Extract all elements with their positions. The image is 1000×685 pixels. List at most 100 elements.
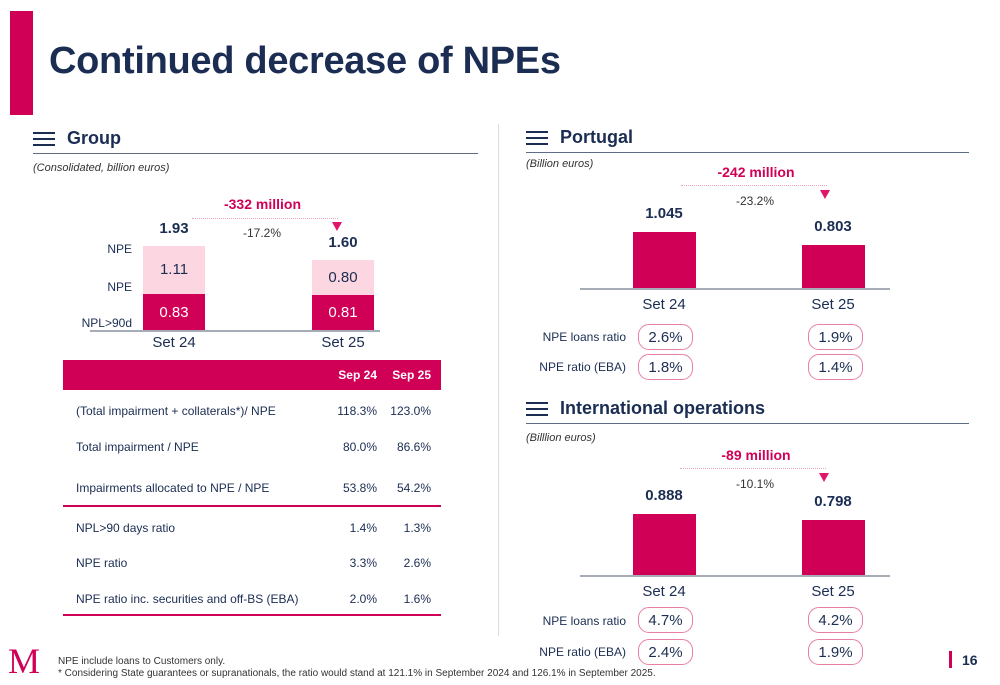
table-cell: 1.6%: [403, 592, 431, 606]
portugal-ratio-label-loans: NPE loans ratio: [542, 330, 626, 344]
table-cell: 2.0%: [349, 592, 377, 606]
group-section-header: Group: [33, 128, 478, 154]
down-arrow-icon: [819, 473, 829, 482]
table-cell: 123.0%: [390, 404, 431, 418]
bar-total-label: 1.60: [328, 234, 358, 252]
bar-value-label: 0.798: [814, 493, 852, 511]
bar-segment-npe: 1.11: [143, 245, 205, 294]
table-row-label: Total impairment / NPE: [76, 440, 199, 454]
group-row-label-npl90: NPL>90d: [81, 316, 132, 330]
table-cell: 80.0%: [342, 440, 377, 454]
international-bar-chart: 0.888 Set 24 0.798 Set 25: [580, 483, 970, 608]
international-ratio-label-loans: NPE loans ratio: [542, 614, 626, 628]
x-axis-line: [580, 288, 890, 290]
table-row: Impairments allocated to NPE / NPE 53.8%…: [63, 479, 441, 499]
international-unit-note: (Billlion euros): [526, 432, 596, 444]
ratio-pill: 4.7%: [638, 607, 693, 633]
bar-segment-npl-90d: 0.81: [312, 294, 374, 330]
table-cell: 2.6%: [403, 556, 431, 570]
ratio-pill: 1.9%: [808, 324, 863, 350]
portugal-delta-line: [681, 185, 827, 186]
group-delta-label: -332 million: [223, 196, 302, 212]
down-arrow-icon: [820, 190, 830, 199]
x-axis-line: [90, 330, 380, 332]
group-title: Group: [67, 128, 121, 148]
table-row: NPE ratio inc. securities and off-BS (EB…: [63, 590, 441, 610]
x-tick-label: Set 25: [321, 334, 365, 351]
table-row-label: Impairments allocated to NPE / NPE: [76, 481, 270, 495]
table-cell: 54.2%: [396, 481, 431, 495]
x-axis-line: [580, 575, 890, 577]
table-row: NPE ratio 3.3% 2.6%: [63, 554, 441, 574]
portugal-bar-chart: 1.045 Set 24 0.803 Set 25: [580, 200, 970, 325]
x-tick-label: Set 25: [811, 296, 855, 313]
table-row-label: NPL>90 days ratio: [76, 521, 176, 535]
bar-value-label: 0.888: [645, 487, 683, 504]
x-tick-label: Set 24: [152, 334, 196, 351]
bar: [632, 232, 696, 288]
ratio-pill: 1.8%: [638, 354, 693, 380]
bank-logo: M: [8, 641, 41, 681]
bar-total-label: 1.93: [159, 219, 189, 237]
bar-value-label: 1.045: [645, 205, 683, 222]
page-number: 16: [962, 652, 978, 668]
bar: [801, 520, 865, 575]
down-arrow-icon: [332, 222, 342, 231]
table-row: Total impairment / NPE 80.0% 86.6%: [63, 438, 441, 458]
portugal-unit-note: (Billion euros): [526, 158, 594, 170]
table-row: NPL>90 days ratio 1.4% 1.3%: [63, 519, 441, 539]
table-row: (Total impairment + collaterals*)/ NPE 1…: [63, 402, 441, 422]
portugal-delta-label: -242 million: [717, 164, 795, 180]
page-title: Continued decrease of NPEs: [49, 40, 561, 82]
group-delta-line: [192, 218, 338, 219]
menu-lines-icon: [526, 130, 548, 145]
international-section-header: International operations: [526, 398, 969, 424]
table-cell: 1.3%: [403, 521, 431, 535]
international-delta-pct: -10.1%: [735, 477, 775, 491]
portugal-section-header: Portugal: [526, 127, 969, 153]
group-unit-note: (Consolidated, billion euros): [33, 162, 170, 174]
table-header-sep25: Sep 25: [392, 368, 431, 382]
table-row-label: NPE ratio inc. securities and off-BS (EB…: [76, 592, 299, 606]
group-row-label-total: NPE: [107, 242, 132, 256]
ratio-pill: 2.4%: [638, 639, 693, 665]
table-cell: 53.8%: [342, 481, 377, 495]
group-row-label-npe: NPE: [107, 280, 132, 294]
menu-lines-icon: [33, 131, 55, 146]
x-tick-label: Set 24: [642, 296, 686, 313]
international-delta-label: -89 million: [721, 447, 791, 463]
page-number-accent: [949, 651, 952, 668]
table-cell: 118.3%: [337, 404, 377, 418]
bar: [801, 244, 865, 288]
portugal-title: Portugal: [560, 127, 634, 147]
international-title: International operations: [560, 398, 766, 418]
table-cell: 1.4%: [349, 521, 377, 535]
column-divider: [498, 124, 499, 636]
footnote-1: NPE include loans to Customers only.: [58, 656, 226, 667]
table-row-label: NPE ratio: [76, 556, 128, 570]
bar: [632, 514, 696, 575]
footnotes: NPE include loans to Customers only. * C…: [58, 656, 656, 680]
footnote-2: * Considering State guarantees or supran…: [58, 668, 656, 679]
bar-value-label: 0.803: [814, 217, 852, 235]
ratio-pill: 1.9%: [808, 639, 863, 665]
table-cell: 86.6%: [396, 440, 431, 454]
x-tick-label: Set 24: [642, 583, 686, 600]
ratio-pill: 2.6%: [638, 324, 693, 350]
group-stacked-bar-chart: 0.83 1.11 1.93 Set 24 0.81 0.80 1.60 Set 25: [90, 220, 440, 365]
menu-lines-icon: [526, 401, 548, 416]
table-bottom-border: [63, 614, 441, 616]
group-table-header: Sep 24 Sep 25: [63, 360, 441, 390]
table-header-sep24: Sep 24: [338, 368, 377, 382]
table-separator: [63, 505, 441, 507]
x-tick-label: Set 25: [811, 583, 855, 600]
table-row-label: (Total impairment + collaterals*)/ NPE: [76, 404, 276, 418]
group-delta-pct: -17.2%: [242, 226, 282, 240]
international-ratio-label-eba: NPE ratio (EBA): [539, 645, 626, 659]
bar-segment-npl-90d: 0.83: [143, 294, 205, 330]
ratio-pill: 1.4%: [808, 354, 863, 380]
international-delta-line: [680, 468, 826, 469]
portugal-delta-pct: -23.2%: [735, 194, 775, 208]
ratio-pill: 4.2%: [808, 607, 863, 633]
bar-segment-npe: 0.80: [312, 260, 374, 295]
